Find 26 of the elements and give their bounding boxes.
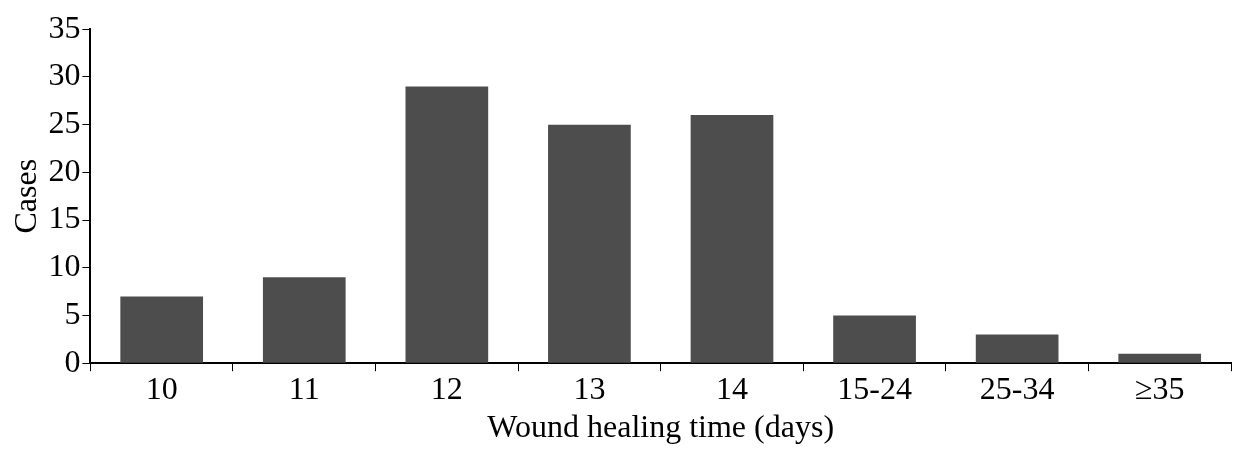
x-tick-label: 25-34: [979, 369, 1055, 406]
y-tick-label: 0: [64, 342, 81, 379]
y-axis-title: Cases: [6, 158, 43, 234]
y-tick-label: 30: [48, 56, 81, 93]
x-axis-title: Wound healing time (days): [487, 408, 835, 445]
bar: [833, 315, 916, 363]
bar: [690, 115, 774, 363]
y-tick-label: 10: [48, 247, 81, 284]
bar: [548, 124, 631, 363]
bar: [975, 334, 1059, 363]
y-tick-label: 15: [48, 199, 81, 236]
x-tick-label: 12: [430, 369, 463, 406]
x-tick-label: 15-24: [837, 369, 912, 406]
y-tick-label: 5: [64, 294, 81, 331]
x-tick-label: 10: [145, 369, 178, 406]
bar: [120, 296, 204, 363]
bar: [262, 277, 346, 363]
x-tick-label: 13: [573, 369, 606, 406]
bar: [405, 86, 489, 363]
x-tick-label: 14: [715, 369, 748, 406]
x-tick-label: ≥35: [1134, 369, 1185, 406]
y-tick-label: 35: [48, 8, 81, 45]
x-tick-label: 11: [288, 369, 320, 406]
y-tick-label: 20: [48, 151, 81, 188]
y-tick-label: 25: [48, 104, 81, 141]
bar: [1118, 353, 1202, 363]
